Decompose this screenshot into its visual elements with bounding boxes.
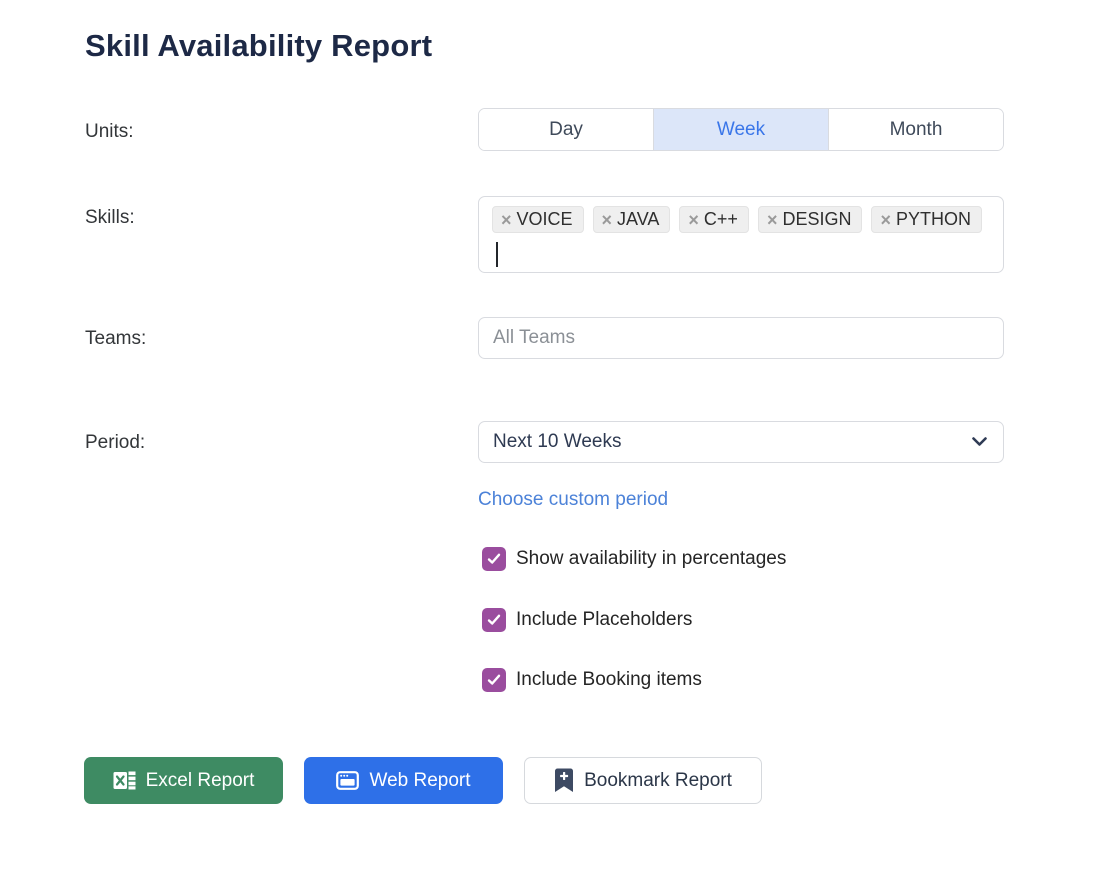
skills-tag-input[interactable]: × VOICE × JAVA × C++ × DESIGN × PYTHON: [478, 196, 1004, 273]
units-label: Units:: [85, 121, 134, 142]
teams-label: Teams:: [85, 328, 147, 349]
skill-tag-label: C++: [703, 209, 738, 229]
remove-tag-icon[interactable]: ×: [766, 209, 778, 230]
skill-tag: × DESIGN: [757, 206, 863, 233]
teams-input[interactable]: [478, 317, 1004, 359]
checkbox-checked-icon[interactable]: [482, 608, 506, 632]
checkbox-label: Include Booking items: [516, 669, 702, 690]
checkbox-row-include-booking-items[interactable]: Include Booking items: [482, 668, 702, 692]
web-report-label: Web Report: [369, 769, 471, 791]
skill-tag-label: JAVA: [617, 209, 660, 229]
excel-report-label: Excel Report: [145, 769, 255, 791]
remove-tag-icon[interactable]: ×: [688, 209, 699, 230]
choose-custom-period-link[interactable]: Choose custom period: [478, 489, 669, 510]
checkbox-checked-icon[interactable]: [482, 547, 506, 571]
page-title: Skill Availability Report: [85, 28, 433, 63]
bookmark-plus-icon: [554, 768, 574, 793]
checkbox-label: Include Placeholders: [516, 609, 693, 630]
skill-tag-label: VOICE: [516, 209, 573, 229]
checkbox-row-include-placeholders[interactable]: Include Placeholders: [482, 608, 692, 632]
excel-icon: [113, 770, 136, 791]
period-select[interactable]: Next 10 Weeks: [478, 421, 1004, 463]
browser-window-icon: [336, 771, 360, 790]
text-cursor: [496, 242, 498, 267]
checkbox-label: Show availability in percentages: [516, 548, 787, 569]
skill-tag-label: DESIGN: [782, 209, 852, 229]
skills-label: Skills:: [85, 207, 135, 228]
remove-tag-icon[interactable]: ×: [880, 209, 891, 230]
skill-tag: × PYTHON: [871, 206, 983, 233]
period-label: Period:: [85, 432, 146, 453]
units-option-week[interactable]: Week: [653, 109, 828, 150]
bookmark-report-label: Bookmark Report: [584, 769, 732, 791]
web-report-button[interactable]: Web Report: [304, 757, 503, 804]
period-selected-value: Next 10 Weeks: [493, 431, 622, 452]
excel-report-button[interactable]: Excel Report: [84, 757, 283, 804]
units-option-month[interactable]: Month: [828, 109, 1003, 150]
remove-tag-icon[interactable]: ×: [501, 209, 512, 230]
units-segmented-control: Day Week Month: [478, 108, 1004, 151]
chevron-down-icon: [972, 437, 987, 447]
checkbox-checked-icon[interactable]: [482, 668, 506, 692]
checkbox-row-show-percentages[interactable]: Show availability in percentages: [482, 547, 786, 571]
units-option-day[interactable]: Day: [479, 109, 653, 150]
bookmark-report-button[interactable]: Bookmark Report: [524, 757, 762, 804]
skill-tag: × C++: [679, 206, 749, 233]
skill-tag: × JAVA: [592, 206, 671, 233]
skill-tag: × VOICE: [492, 206, 584, 233]
skill-tag-label: PYTHON: [896, 209, 972, 229]
remove-tag-icon[interactable]: ×: [601, 209, 613, 230]
